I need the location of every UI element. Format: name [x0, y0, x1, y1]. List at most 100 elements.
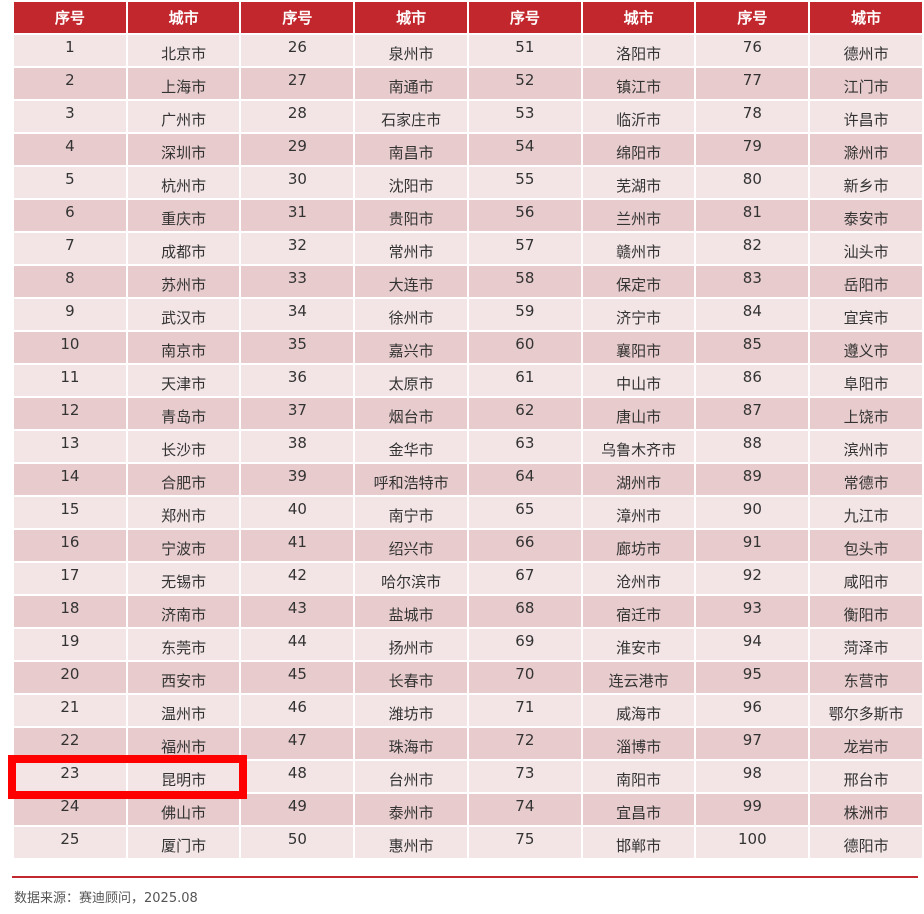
rank-cell: 70 — [468, 662, 581, 693]
table-row: 3 广州市 28 石家庄市 53 临沂市 78 许昌市 — [14, 101, 922, 132]
city-cell: 唐山市 — [582, 398, 695, 429]
header-city: 城市 — [355, 2, 467, 33]
city-cell: 天津市 — [127, 365, 240, 396]
city-cell: 烟台市 — [355, 398, 467, 429]
city-cell: 盐城市 — [355, 596, 467, 627]
city-cell: 济南市 — [127, 596, 240, 627]
city-cell: 佛山市 — [127, 794, 240, 825]
city-cell: 泉州市 — [355, 35, 467, 66]
city-cell: 北京市 — [127, 35, 240, 66]
rank-cell: 43 — [241, 596, 354, 627]
rank-cell: 15 — [14, 497, 126, 528]
city-cell: 重庆市 — [127, 200, 240, 231]
rank-cell: 33 — [241, 266, 354, 297]
rank-cell: 36 — [241, 365, 354, 396]
city-cell: 长沙市 — [127, 431, 240, 462]
table-row: 24 佛山市 49 泰州市 74 宜昌市 99 株洲市 — [14, 794, 922, 825]
city-cell: 漳州市 — [582, 497, 695, 528]
rank-cell: 52 — [468, 68, 581, 99]
table-row: 7 成都市 32 常州市 57 赣州市 82 汕头市 — [14, 233, 922, 264]
rank-cell: 95 — [696, 662, 809, 693]
table-row: 12 青岛市 37 烟台市 62 唐山市 87 上饶市 — [14, 398, 922, 429]
rank-cell: 24 — [14, 794, 126, 825]
rank-cell: 92 — [696, 563, 809, 594]
rank-cell: 20 — [14, 662, 126, 693]
city-cell: 上海市 — [127, 68, 240, 99]
city-cell: 武汉市 — [127, 299, 240, 330]
rank-cell: 83 — [696, 266, 809, 297]
city-cell: 滨州市 — [810, 431, 922, 462]
data-source-note: 数据来源：赛迪顾问，2025.08 — [14, 891, 198, 906]
city-cell: 哈尔滨市 — [355, 563, 467, 594]
city-cell: 合肥市 — [127, 464, 240, 495]
rank-cell: 18 — [14, 596, 126, 627]
rank-cell: 100 — [696, 827, 809, 858]
rank-cell: 75 — [468, 827, 581, 858]
rank-cell: 46 — [241, 695, 354, 726]
rank-cell: 30 — [241, 167, 354, 198]
rank-cell: 71 — [468, 695, 581, 726]
rank-cell: 39 — [241, 464, 354, 495]
city-cell: 九江市 — [810, 497, 922, 528]
city-cell: 遵义市 — [810, 332, 922, 363]
city-cell: 阜阳市 — [810, 365, 922, 396]
table-row: 8 苏州市 33 大连市 58 保定市 83 岳阳市 — [14, 266, 922, 297]
rank-cell: 40 — [241, 497, 354, 528]
city-cell: 兰州市 — [582, 200, 695, 231]
city-cell: 无锡市 — [127, 563, 240, 594]
city-cell: 常州市 — [355, 233, 467, 264]
city-cell: 绵阳市 — [582, 134, 695, 165]
table-row: 17 无锡市 42 哈尔滨市 67 沧州市 92 咸阳市 — [14, 563, 922, 594]
city-cell: 威海市 — [582, 695, 695, 726]
city-cell: 福州市 — [127, 728, 240, 759]
city-cell: 昆明市 — [127, 761, 240, 792]
rank-cell: 48 — [241, 761, 354, 792]
table-row: 10 南京市 35 嘉兴市 60 襄阳市 85 遵义市 — [14, 332, 922, 363]
city-cell: 呼和浩特市 — [355, 464, 467, 495]
city-cell: 宁波市 — [127, 530, 240, 561]
rank-cell: 72 — [468, 728, 581, 759]
city-cell: 郑州市 — [127, 497, 240, 528]
rank-cell: 17 — [14, 563, 126, 594]
rank-cell: 4 — [14, 134, 126, 165]
rank-cell: 56 — [468, 200, 581, 231]
rank-cell: 78 — [696, 101, 809, 132]
rank-cell: 59 — [468, 299, 581, 330]
rank-cell: 88 — [696, 431, 809, 462]
city-cell: 临沂市 — [582, 101, 695, 132]
city-cell: 西安市 — [127, 662, 240, 693]
rank-cell: 3 — [14, 101, 126, 132]
header-city: 城市 — [810, 2, 922, 33]
city-cell: 泰州市 — [355, 794, 467, 825]
city-cell: 长春市 — [355, 662, 467, 693]
city-cell: 常德市 — [810, 464, 922, 495]
rank-cell: 80 — [696, 167, 809, 198]
rank-cell: 60 — [468, 332, 581, 363]
city-cell: 许昌市 — [810, 101, 922, 132]
rank-cell: 91 — [696, 530, 809, 561]
city-ranking-table: 序号 城市 序号 城市 序号 城市 序号 城市 1 北京市 26 泉州市 51 洛阳市 76 德州市 2 上海市… — [12, 0, 924, 860]
rank-cell: 11 — [14, 365, 126, 396]
city-cell: 宿迁市 — [582, 596, 695, 627]
rank-cell: 53 — [468, 101, 581, 132]
rank-cell: 34 — [241, 299, 354, 330]
rank-cell: 6 — [14, 200, 126, 231]
rank-cell: 29 — [241, 134, 354, 165]
city-cell: 潍坊市 — [355, 695, 467, 726]
rank-cell: 66 — [468, 530, 581, 561]
table-row: 23 昆明市 48 台州市 73 南阳市 98 邢台市 — [14, 761, 922, 792]
rank-cell: 16 — [14, 530, 126, 561]
city-cell: 鄂尔多斯市 — [810, 695, 922, 726]
city-cell: 深圳市 — [127, 134, 240, 165]
city-cell: 厦门市 — [127, 827, 240, 858]
header-row: 序号 城市 序号 城市 序号 城市 序号 城市 — [14, 2, 922, 33]
city-cell: 成都市 — [127, 233, 240, 264]
highlight-box — [8, 755, 247, 799]
header-rank: 序号 — [241, 2, 354, 33]
table-row: 18 济南市 43 盐城市 68 宿迁市 93 衡阳市 — [14, 596, 922, 627]
city-cell: 芜湖市 — [582, 167, 695, 198]
city-cell: 淄博市 — [582, 728, 695, 759]
city-cell: 大连市 — [355, 266, 467, 297]
rank-cell: 22 — [14, 728, 126, 759]
rank-cell: 68 — [468, 596, 581, 627]
